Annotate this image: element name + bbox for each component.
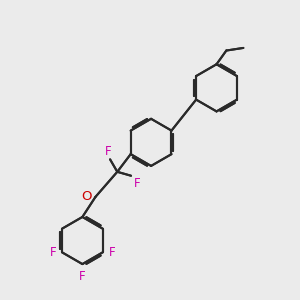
Text: F: F xyxy=(109,246,115,259)
Text: F: F xyxy=(105,145,112,158)
Polygon shape xyxy=(131,122,171,162)
Text: F: F xyxy=(79,270,86,283)
Polygon shape xyxy=(196,68,236,108)
Text: F: F xyxy=(134,177,140,190)
Text: O: O xyxy=(81,190,92,203)
Text: F: F xyxy=(50,246,56,259)
Polygon shape xyxy=(62,220,102,260)
